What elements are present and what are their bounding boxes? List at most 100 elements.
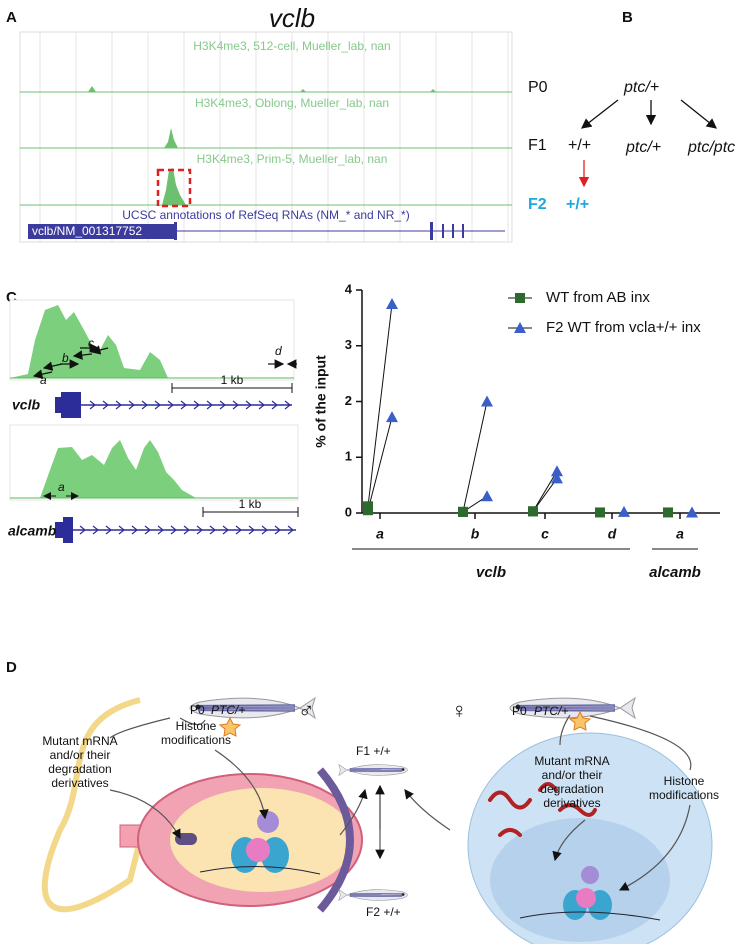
chevron (274, 525, 281, 535)
genotype: +/+ (568, 137, 591, 154)
x-tick-label: d (608, 526, 617, 542)
genotype: ptc/+ (623, 79, 659, 96)
pair-line (367, 416, 393, 511)
point (363, 505, 373, 516)
site-label: a (58, 480, 65, 494)
generation: F2 (528, 196, 547, 213)
sex-symbol: ♀ (451, 698, 468, 723)
y-tick-label: 3 (345, 337, 352, 352)
point (551, 472, 563, 484)
point (458, 506, 468, 517)
chevron (258, 400, 265, 410)
chevron (170, 525, 177, 535)
chevron (92, 525, 99, 535)
fish-stripe (199, 709, 296, 712)
fish-stripe (519, 709, 616, 712)
track-label: H3K4me3, 512-cell, Mueller_lab, nan (193, 39, 390, 53)
fish-eye (401, 893, 405, 896)
chevron (141, 400, 148, 410)
chevron (271, 400, 278, 410)
fish-eye (195, 704, 201, 710)
genotype: ptc/ptc (687, 139, 735, 156)
site-label: d (275, 344, 282, 358)
fish-eye (515, 704, 521, 710)
illustration (41, 696, 713, 944)
y-tick-label: 0 (345, 504, 352, 519)
track-label: H3K4me3, Prim-5, Mueller_lab, nan (197, 152, 388, 166)
chevron (118, 525, 125, 535)
point (481, 490, 493, 502)
scale-label: 1 kb (239, 497, 262, 511)
track-label: H3K4me3, Oblong, Mueller_lab, nan (195, 96, 389, 110)
sex-symbol: ♂ (298, 698, 315, 723)
point (386, 411, 398, 423)
y-axis-label: % of the input (313, 355, 329, 448)
point (528, 506, 538, 517)
chevron (206, 400, 213, 410)
legend-marker (515, 293, 525, 303)
point (663, 507, 673, 518)
generation: F2 +/+ (366, 905, 401, 919)
fish-body (338, 888, 408, 902)
chevron (157, 525, 164, 535)
star (218, 716, 242, 737)
x-tick-label: a (676, 526, 684, 542)
panel-title: vclb (269, 3, 315, 33)
annotation-label: UCSC annotations of RefSeq RNAs (NM_* an… (122, 208, 409, 222)
panel-label: A (6, 9, 17, 26)
point (618, 505, 630, 517)
site-label: b (62, 351, 69, 365)
fish-stripe (519, 704, 616, 707)
genotype: PTC/+ (211, 703, 245, 717)
legend-label: F2 WT from vcla+/+ inx (546, 319, 701, 336)
group-label: vclb (476, 564, 506, 581)
chevron (232, 400, 239, 410)
fish-body (338, 763, 408, 777)
point (481, 395, 493, 407)
chevron (235, 525, 242, 535)
chevron (287, 525, 294, 535)
generation: P0 (528, 79, 548, 96)
y-tick-label: 2 (345, 393, 352, 408)
alcamb-track (9, 424, 299, 543)
generation: P0 (512, 704, 527, 718)
generation: F1 (528, 137, 547, 154)
point (386, 297, 398, 309)
fish-stripe (199, 704, 296, 707)
note: Histone modifications (161, 719, 231, 747)
x-tick-label: c (541, 526, 549, 542)
star (568, 710, 592, 731)
scale-label: 1 kb (221, 373, 244, 387)
fish (189, 696, 316, 720)
chevron (131, 525, 138, 535)
x-tick-label: b (471, 526, 480, 542)
chevron (105, 525, 112, 535)
chevron (115, 400, 122, 410)
y-tick-label: 4 (345, 281, 353, 296)
pair-line (532, 470, 558, 512)
chevron (102, 400, 109, 410)
browser (19, 31, 513, 243)
note: Histone modifications (649, 774, 719, 802)
x-tick-label: a (376, 526, 384, 542)
fish (338, 888, 408, 902)
note: Mutant mRNA and/or their degradation deriva… (42, 734, 117, 790)
fish-eye (401, 768, 405, 771)
chevron (79, 525, 86, 535)
chevron (167, 400, 174, 410)
genotype: ptc/+ (625, 139, 661, 156)
chevron (154, 400, 161, 410)
chevron (248, 525, 255, 535)
fish (509, 696, 636, 720)
legend-marker (514, 322, 526, 333)
note: Mutant mRNA and/or their degradation deriva… (534, 754, 609, 810)
chevron (209, 525, 216, 535)
chevron (180, 400, 187, 410)
chevron (128, 400, 135, 410)
generation: P0 (190, 703, 205, 717)
generation: F1 +/+ (356, 744, 391, 758)
fish (338, 763, 408, 777)
point (551, 465, 563, 477)
panel-label: C (6, 289, 17, 306)
site-label: a (40, 373, 47, 387)
